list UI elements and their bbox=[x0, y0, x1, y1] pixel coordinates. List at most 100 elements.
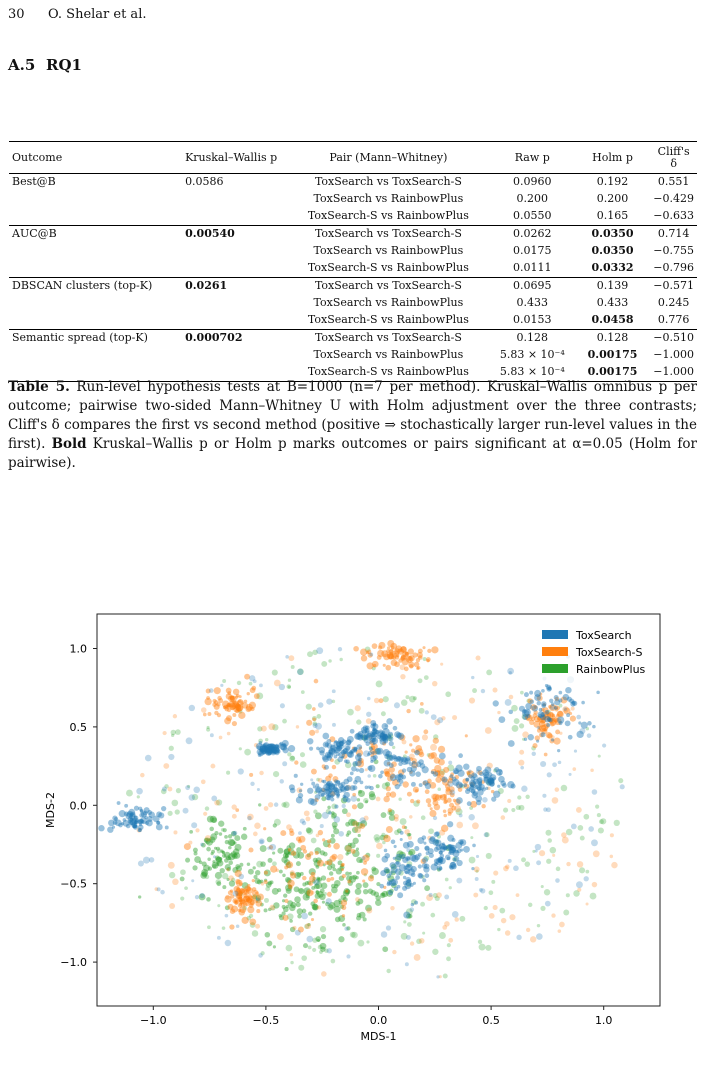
scatter-point bbox=[174, 809, 180, 815]
scatter-point bbox=[489, 778, 495, 784]
scatter-point bbox=[357, 833, 361, 838]
scatter-point bbox=[389, 862, 396, 869]
scatter-point bbox=[352, 785, 358, 791]
y-tick-label: 1.0 bbox=[70, 642, 88, 655]
scatter-point bbox=[140, 811, 147, 818]
scatter-point bbox=[523, 737, 528, 741]
scatter-point bbox=[395, 853, 403, 861]
scatter-point bbox=[482, 769, 489, 776]
scatter-point bbox=[534, 735, 540, 741]
scatter-point bbox=[486, 669, 493, 676]
scatter-point bbox=[402, 875, 407, 880]
scatter-point bbox=[425, 851, 430, 856]
scatter-point bbox=[354, 888, 362, 895]
scatter-point bbox=[380, 734, 387, 741]
scatter-point bbox=[390, 866, 398, 874]
scatter-point bbox=[460, 848, 464, 852]
scatter-point bbox=[552, 853, 556, 857]
scatter-point bbox=[221, 700, 230, 708]
raw-p-cell: 0.0262 bbox=[513, 227, 552, 240]
scatter-point bbox=[385, 889, 393, 897]
scatter-point bbox=[307, 738, 314, 745]
scatter-point bbox=[418, 783, 423, 787]
scatter-point bbox=[285, 944, 293, 952]
scatter-point bbox=[235, 878, 241, 885]
scatter-point bbox=[294, 896, 301, 903]
scatter-point bbox=[237, 903, 243, 908]
scatter-point bbox=[226, 770, 231, 775]
scatter-point bbox=[388, 766, 395, 773]
scatter-point bbox=[388, 648, 394, 655]
scatter-point bbox=[126, 810, 134, 818]
scatter-point bbox=[387, 875, 395, 883]
scatter-point bbox=[239, 905, 247, 914]
scatter-point bbox=[376, 842, 383, 850]
scatter-point bbox=[306, 880, 312, 886]
scatter-point bbox=[374, 748, 381, 755]
scatter-point bbox=[403, 666, 409, 672]
scatter-point bbox=[229, 695, 235, 700]
scatter-point bbox=[331, 689, 336, 694]
scatter-point bbox=[471, 791, 479, 799]
scatter-point bbox=[327, 839, 332, 844]
scatter-point bbox=[400, 656, 405, 661]
scatter-point bbox=[212, 698, 217, 704]
scatter-point bbox=[233, 841, 237, 845]
scatter-point bbox=[356, 760, 365, 768]
scatter-point bbox=[475, 655, 481, 661]
scatter-point bbox=[404, 651, 410, 657]
scatter-point bbox=[247, 906, 255, 914]
scatter-point bbox=[310, 917, 315, 922]
scatter-point bbox=[266, 748, 270, 752]
scatter-point bbox=[313, 879, 320, 886]
scatter-point bbox=[325, 808, 331, 815]
scatter-point bbox=[352, 746, 358, 752]
scatter-point bbox=[253, 874, 258, 880]
scatter-point bbox=[376, 655, 382, 660]
scatter-point bbox=[381, 892, 385, 897]
scatter-point bbox=[427, 752, 435, 760]
scatter-point bbox=[120, 822, 125, 826]
scatter-point bbox=[446, 844, 453, 851]
scatter-point bbox=[129, 817, 134, 822]
scatter-point bbox=[336, 745, 341, 750]
scatter-point bbox=[269, 843, 277, 851]
scatter-point bbox=[392, 652, 397, 657]
scatter-point bbox=[335, 868, 343, 875]
scatter-point bbox=[312, 721, 318, 726]
scatter-point bbox=[123, 811, 129, 817]
scatter-point bbox=[245, 897, 253, 904]
scatter-point bbox=[304, 923, 311, 930]
scatter-point bbox=[183, 843, 191, 851]
scatter-point bbox=[361, 729, 367, 735]
scatter-point bbox=[323, 788, 331, 796]
scatter-point bbox=[338, 875, 345, 881]
scatter-point bbox=[255, 895, 262, 901]
scatter-point bbox=[370, 745, 376, 750]
scatter-point bbox=[333, 828, 340, 835]
scatter-point bbox=[557, 929, 562, 933]
scatter-point bbox=[545, 829, 552, 836]
scatter-point bbox=[286, 861, 294, 869]
scatter-point bbox=[342, 748, 348, 754]
scatter-point bbox=[235, 693, 240, 698]
scatter-point bbox=[307, 651, 313, 658]
scatter-point bbox=[483, 832, 489, 838]
scatter-point bbox=[446, 856, 451, 861]
scatter-point bbox=[211, 849, 215, 854]
scatter-point bbox=[380, 931, 388, 938]
scatter-point bbox=[577, 887, 582, 892]
scatter-point bbox=[290, 850, 297, 856]
scatter-point bbox=[388, 814, 396, 821]
scatter-point bbox=[300, 782, 304, 786]
kruskal-cell bbox=[182, 243, 287, 260]
scatter-point bbox=[289, 830, 295, 836]
holm-p-cell: 0.200 bbox=[596, 192, 629, 205]
scatter-point bbox=[289, 926, 296, 933]
scatter-point bbox=[439, 857, 446, 865]
scatter-point bbox=[297, 792, 304, 799]
scatter-point bbox=[497, 787, 504, 795]
scatter-point bbox=[405, 876, 412, 883]
scatter-point bbox=[458, 839, 464, 845]
scatter-point bbox=[566, 713, 571, 718]
